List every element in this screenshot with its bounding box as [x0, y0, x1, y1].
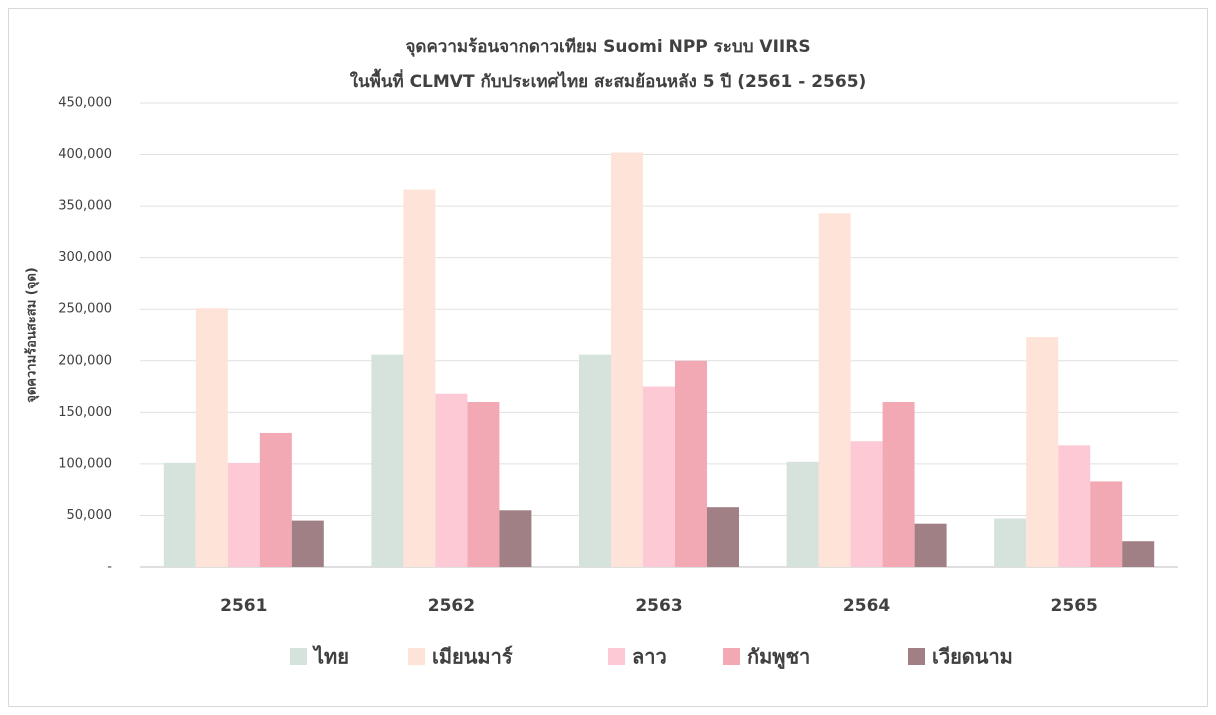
- bar: [227, 462, 260, 567]
- chart-title: จุดความร้อนจากดาวเทียม Suomi NPP ระบบ VI…: [405, 36, 810, 57]
- bar: [818, 213, 851, 567]
- bar: [291, 520, 324, 567]
- y-tick-label: 350,000: [58, 199, 112, 214]
- bar: [163, 462, 196, 567]
- legend-swatch: [290, 648, 307, 665]
- y-tick-label: 400,000: [58, 147, 112, 162]
- legend-label: ไทย: [312, 645, 349, 669]
- y-tick-label: 450,000: [58, 96, 112, 111]
- bar: [882, 402, 915, 567]
- y-tick-label: 200,000: [58, 353, 112, 368]
- bar: [786, 461, 819, 567]
- x-tick-label: 2565: [1051, 596, 1098, 616]
- y-tick-label: 300,000: [58, 250, 112, 265]
- legend-swatch: [608, 648, 625, 665]
- bar: [643, 386, 675, 567]
- bar: [403, 189, 436, 567]
- bar: [707, 507, 739, 567]
- bar: [1090, 481, 1123, 567]
- chart-subtitle: ในพื้นที่ CLMVT กับประเทศไทย สะสมย้อนหลั…: [350, 68, 867, 92]
- bar: [467, 402, 500, 567]
- bar: [675, 360, 707, 567]
- legend-label: เมียนมาร์: [432, 645, 513, 669]
- legend-label: เวียดนาม: [932, 645, 1013, 669]
- legend-label: ลาว: [632, 645, 667, 669]
- legend-label: กัมพูชา: [747, 645, 810, 671]
- bar: [1058, 445, 1091, 567]
- y-tick-label: 50,000: [67, 508, 113, 523]
- y-tick-label: -: [107, 560, 112, 575]
- bar: [850, 441, 883, 567]
- legend-swatch: [408, 648, 425, 665]
- bar: [195, 308, 228, 567]
- y-axis-label: จุดความร้อนสะสม (จุด): [24, 267, 40, 403]
- x-tick-label: 2561: [220, 596, 267, 616]
- bar: [994, 518, 1027, 567]
- bar: [499, 510, 532, 567]
- bar: [371, 354, 404, 567]
- bar: [1026, 337, 1059, 567]
- legend-swatch: [908, 648, 925, 665]
- bar: [435, 393, 468, 567]
- y-tick-label: 100,000: [58, 456, 112, 471]
- x-tick-label: 2562: [428, 596, 475, 616]
- y-tick-label: 250,000: [58, 302, 112, 317]
- x-tick-label: 2564: [843, 596, 890, 616]
- bar: [914, 523, 947, 567]
- bar: [579, 354, 611, 567]
- x-tick-label: 2563: [635, 596, 682, 616]
- legend-swatch: [723, 648, 740, 665]
- y-tick-label: 150,000: [58, 405, 112, 420]
- bar: [611, 152, 643, 567]
- bar: [1122, 541, 1155, 567]
- bar: [259, 432, 292, 567]
